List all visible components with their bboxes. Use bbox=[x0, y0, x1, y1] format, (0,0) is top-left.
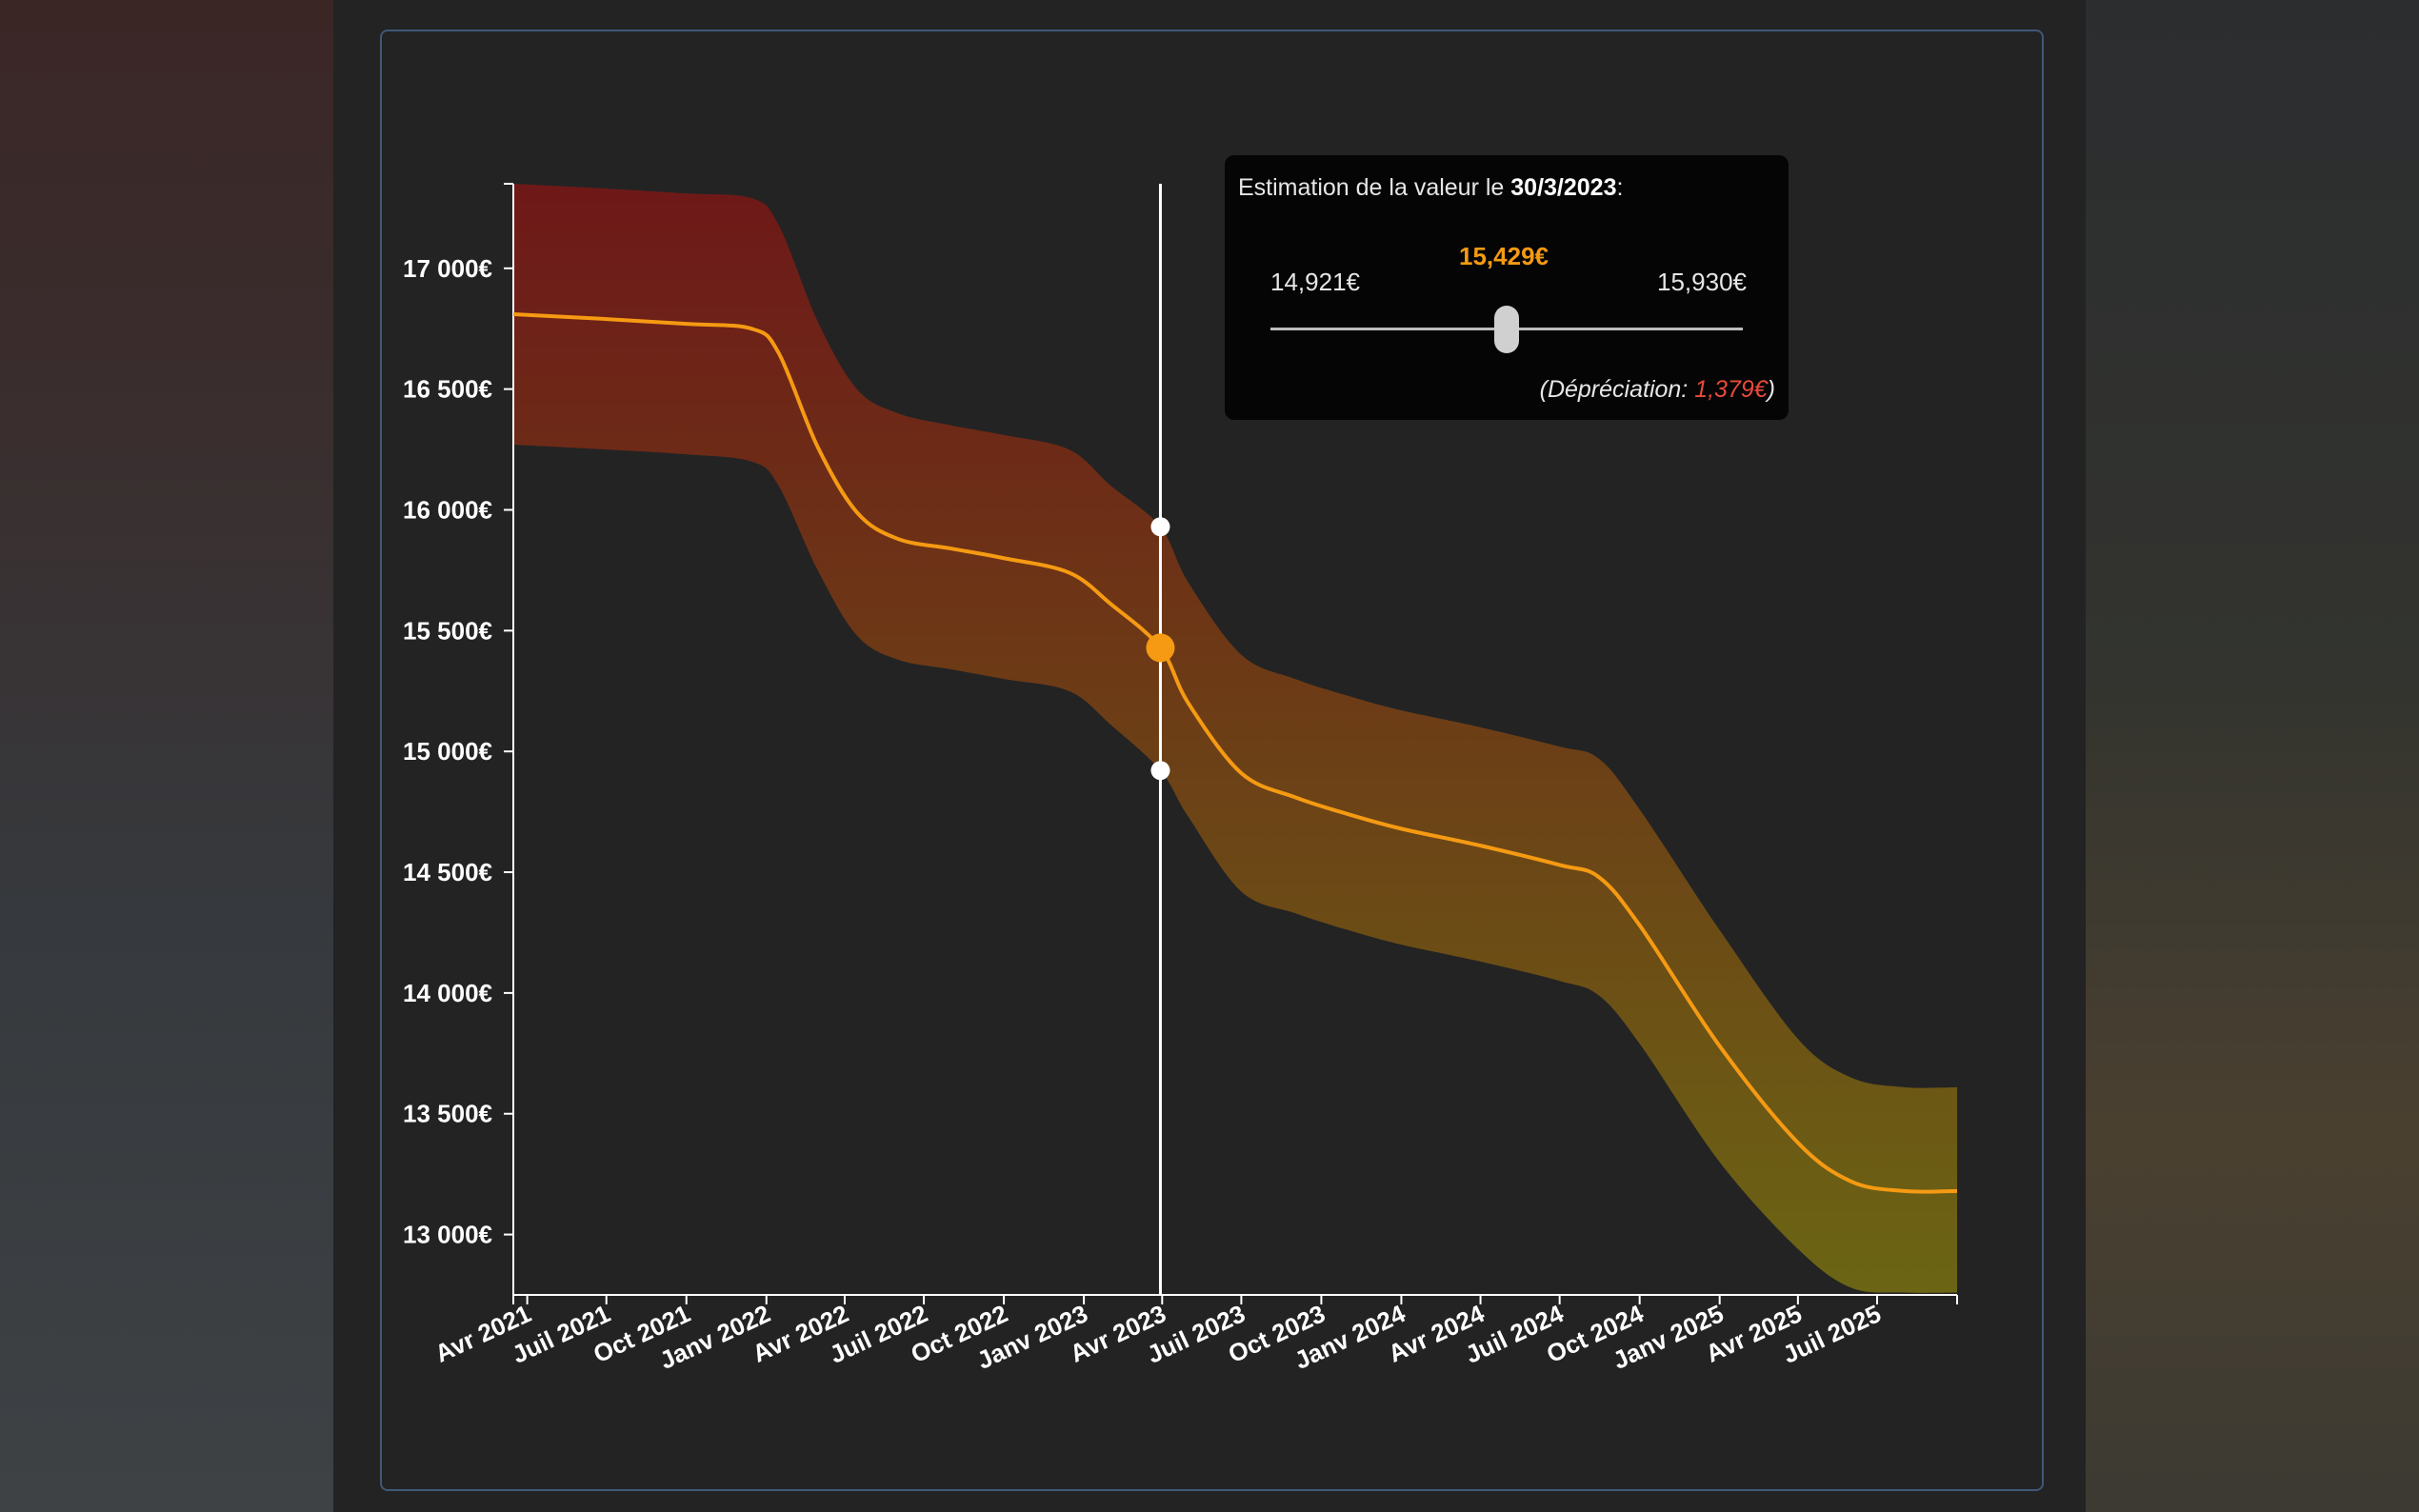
y-tick-label: 13 000€ bbox=[403, 1221, 492, 1249]
low-point bbox=[1150, 761, 1170, 781]
y-tick-label: 15 500€ bbox=[403, 616, 492, 645]
tooltip-max-value: 15,930€ bbox=[1657, 268, 1747, 296]
y-tick-label: 15 000€ bbox=[403, 737, 492, 766]
tooltip-range-thumb[interactable] bbox=[1494, 306, 1519, 353]
estimate-point bbox=[1146, 633, 1175, 663]
estimate-range-band bbox=[513, 184, 1957, 1293]
tooltip-estimate-value: 15,429€ bbox=[1459, 242, 1549, 270]
depreciation-prefix: (Dépréciation: bbox=[1539, 376, 1695, 403]
estimate-line bbox=[512, 311, 1958, 1194]
y-tick-label: 16 000€ bbox=[403, 495, 492, 524]
background-right bbox=[2086, 0, 2419, 1512]
tooltip-title: Estimation de la valeur le 30/3/2023: bbox=[1238, 174, 1623, 202]
y-tick-label: 14 500€ bbox=[403, 858, 492, 886]
depreciation-suffix: ) bbox=[1767, 376, 1775, 403]
tooltip-min-value: 14,921€ bbox=[1270, 268, 1360, 296]
depreciation-value: 1,379€ bbox=[1694, 376, 1768, 403]
tooltip-title-suffix: : bbox=[1616, 174, 1624, 201]
y-tick-label: 17 000€ bbox=[403, 254, 492, 283]
value-tooltip: Estimation de la valeur le 30/3/2023: 15… bbox=[1225, 155, 1789, 420]
y-tick-label: 14 000€ bbox=[403, 979, 492, 1007]
tooltip-depreciation: (Dépréciation: 1,379€) bbox=[1540, 376, 1775, 404]
y-tick-label: 16 500€ bbox=[403, 375, 492, 404]
tooltip-date: 30/3/2023 bbox=[1510, 174, 1617, 201]
high-point bbox=[1150, 517, 1170, 537]
tooltip-title-prefix: Estimation de la valeur le bbox=[1238, 174, 1511, 201]
background-left bbox=[0, 0, 333, 1512]
y-tick-label: 13 500€ bbox=[403, 1100, 492, 1128]
